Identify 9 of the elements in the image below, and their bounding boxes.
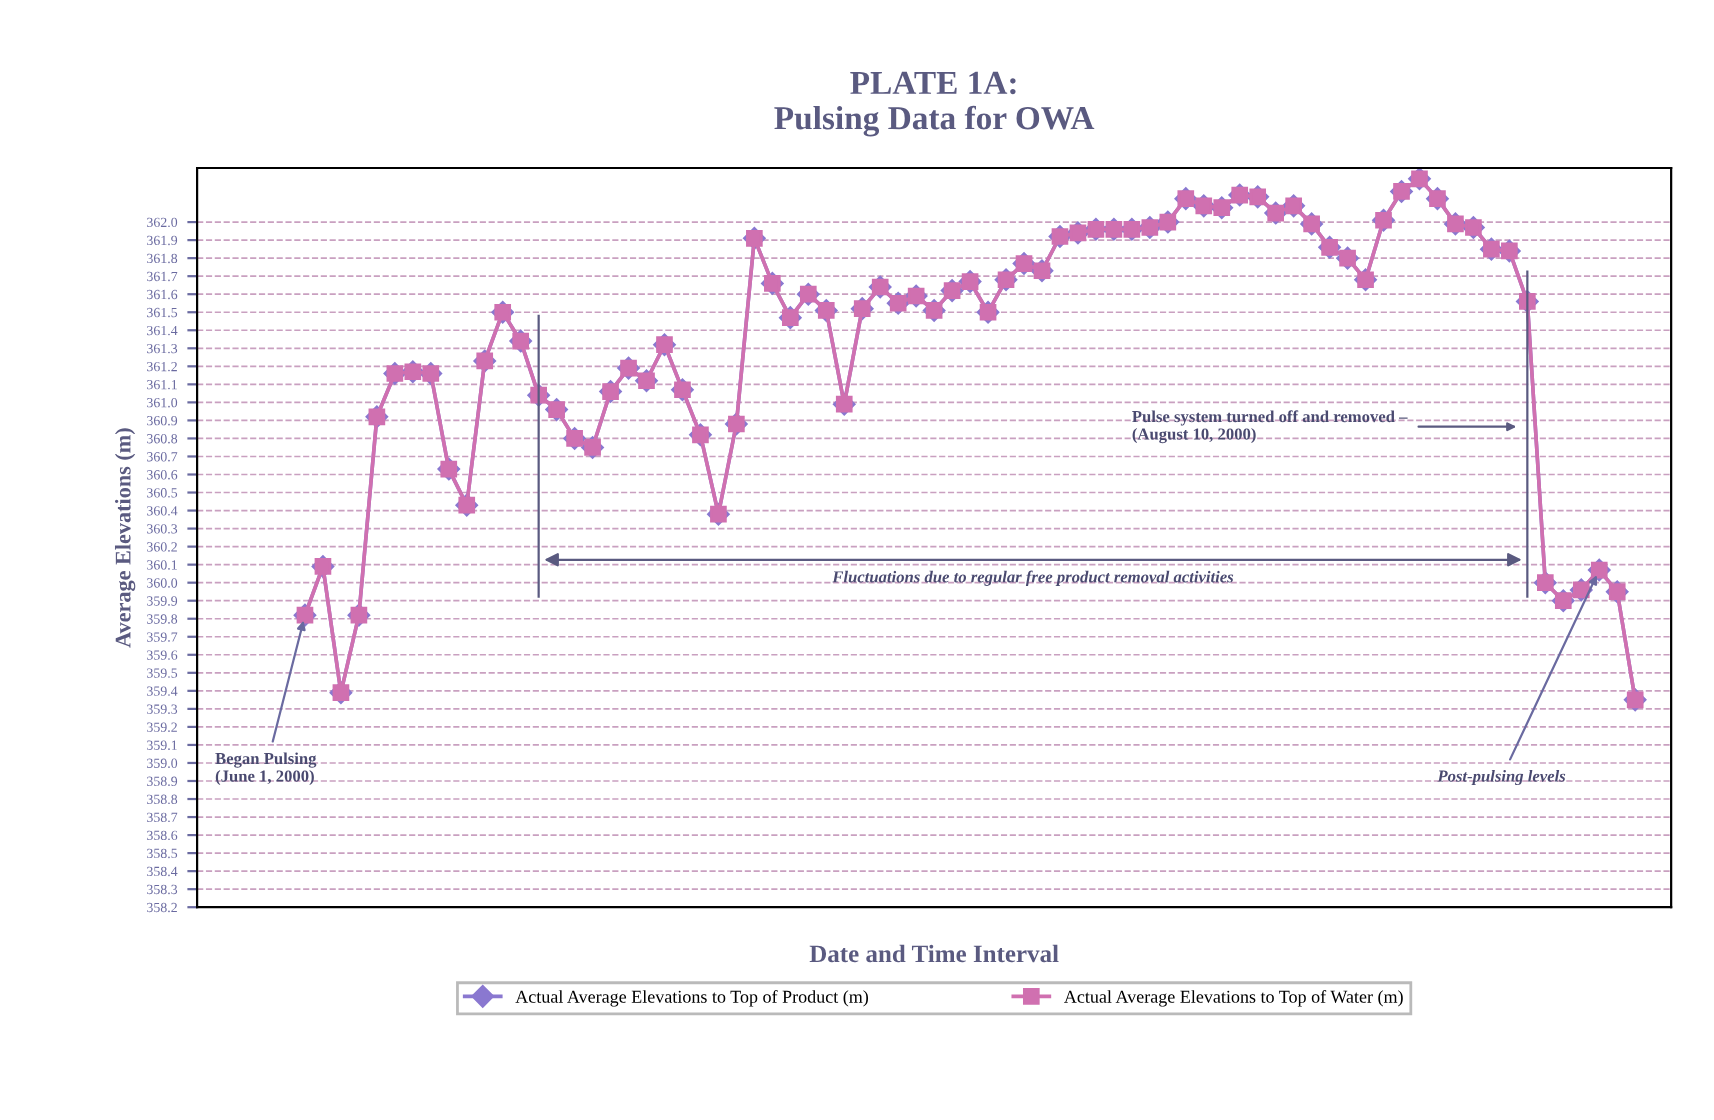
y-axis-title: Average Elevations (m) <box>114 428 136 648</box>
chart-title: PLATE 1A: Pulsing Data for OWA <box>774 71 1095 137</box>
annotation: Pulse system turned off and removed – (August 10, 2000) <box>1132 410 1408 444</box>
annotation: Post-pulsing levels <box>1437 769 1566 786</box>
annotation: Fluctuations due to regular free product removal activities <box>832 570 1234 586</box>
x-axis-title: Date and Time Interval <box>809 944 1059 963</box>
legend-label: Actual Average Elevations to Top of Product (m) <box>515 989 869 1007</box>
legend-label: Actual Average Elevations to Top of Water (m) <box>1064 989 1403 1007</box>
annotation: Began Pulsing (June 1, 2000) <box>215 752 317 786</box>
